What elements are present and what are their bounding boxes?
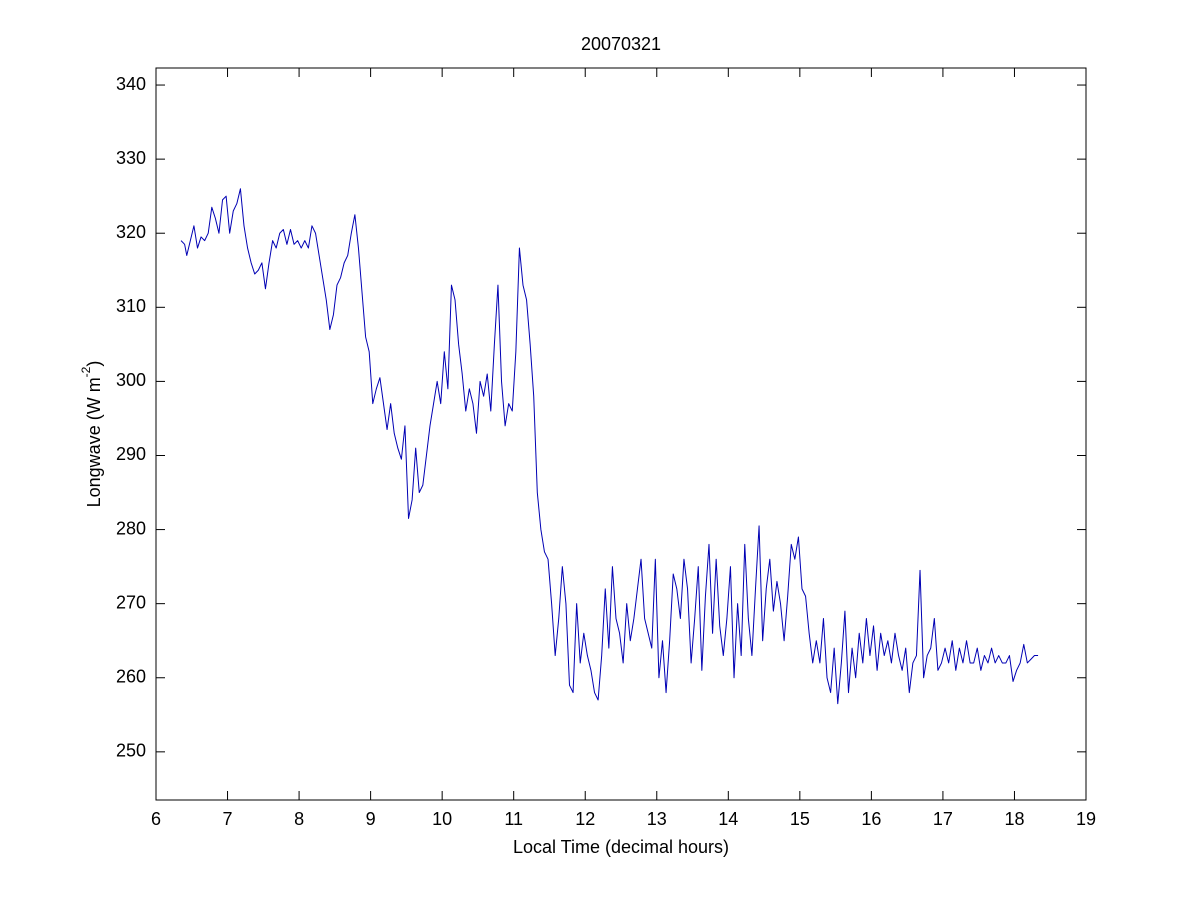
y-tick-label: 320	[116, 222, 146, 242]
y-tick-label: 300	[116, 370, 146, 390]
x-tick-label: 11	[504, 809, 523, 829]
y-tick-label: 340	[116, 74, 146, 94]
y-axis-label-text: Longwave (W m	[84, 377, 104, 507]
data-line	[180, 188, 1039, 705]
y-tick-label: 290	[116, 444, 146, 464]
x-tick-label: 12	[575, 809, 595, 829]
x-tick-label: 14	[718, 809, 738, 829]
y-axis-label: Longwave (W m-2)	[79, 361, 104, 508]
x-tick-label: 9	[366, 809, 376, 829]
y-axis-label-end: )	[84, 361, 104, 367]
x-tick-label: 15	[790, 809, 810, 829]
axes-box	[155, 67, 1087, 801]
x-tick-label: 6	[151, 809, 161, 829]
x-axis-label: Local Time (decimal hours)	[513, 837, 729, 857]
y-tick-label: 250	[116, 741, 146, 761]
x-tick-label: 16	[861, 809, 881, 829]
chart-title: 20070321	[581, 34, 661, 54]
x-tick-label: 8	[294, 809, 304, 829]
y-tick-label: 280	[116, 518, 146, 538]
x-tick-label: 7	[223, 809, 233, 829]
x-tick-label: 18	[1004, 809, 1024, 829]
x-tick-label: 19	[1076, 809, 1096, 829]
x-tick-label: 10	[432, 809, 452, 829]
x-tick-label: 13	[647, 809, 667, 829]
y-tick-label: 330	[116, 148, 146, 168]
y-tick-label: 310	[116, 296, 146, 316]
y-tick-label: 270	[116, 592, 146, 612]
y-tick-label: 260	[116, 667, 146, 687]
x-tick-label: 17	[933, 809, 953, 829]
y-axis-label-sup: -2	[79, 366, 93, 377]
